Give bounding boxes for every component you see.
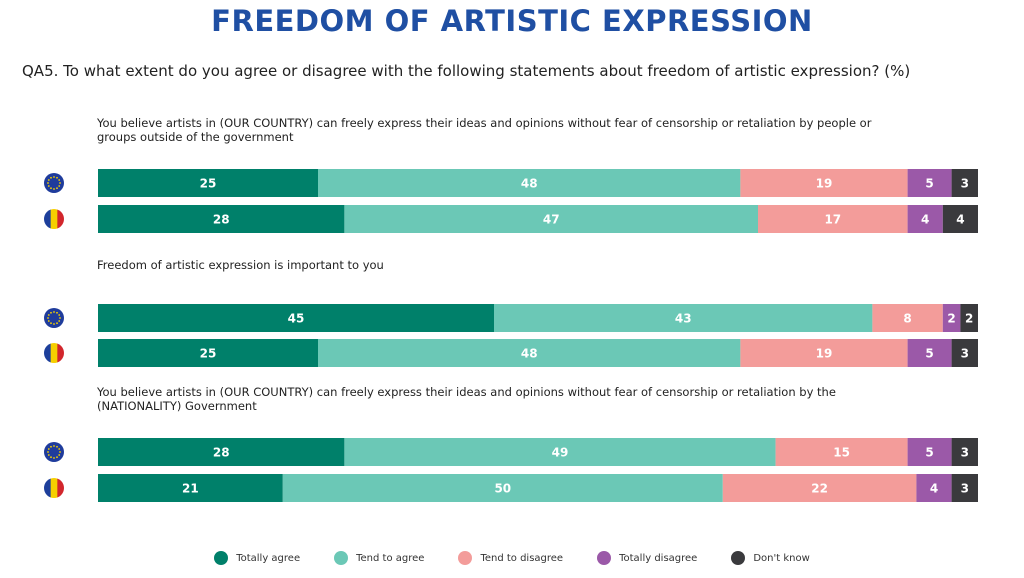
data-label: 2	[947, 312, 955, 326]
data-label: 45	[288, 312, 305, 326]
bar-segment-dont-know	[960, 304, 978, 332]
bar-segment-tend-to-disagree	[740, 169, 908, 197]
legend-swatch-tend-to-disagree	[458, 551, 473, 565]
bar-segment-dont-know	[951, 438, 978, 466]
romania-flag-icon	[44, 478, 64, 498]
data-label: 25	[200, 177, 217, 191]
bar-segment-tend-to-disagree	[740, 339, 908, 367]
bar-segment-dont-know	[942, 205, 978, 233]
data-label: 5	[925, 446, 933, 460]
legend-item-tend-to-agree: Tend to agree	[334, 551, 424, 565]
bar-segment-totally-disagree	[907, 339, 952, 367]
legend: Totally agree Tend to agree Tend to disa…	[0, 548, 1024, 568]
legend-swatch-tend-to-agree	[334, 551, 349, 565]
legend-label: Totally disagree	[619, 552, 698, 564]
data-label: 47	[543, 213, 560, 227]
bar-segment-totally-disagree	[907, 205, 943, 233]
romania-flag-icon	[44, 343, 64, 363]
bar-segment-dont-know	[951, 474, 978, 502]
data-label: 43	[675, 312, 692, 326]
data-label: 5	[925, 347, 933, 361]
legend-item-dont-know: Don't know	[731, 551, 810, 565]
bar-segment-tend-to-agree	[344, 205, 758, 233]
data-label: 19	[816, 177, 833, 191]
data-label: 25	[200, 347, 217, 361]
bar-segment-tend-to-agree	[344, 438, 776, 466]
statement-1: You believe artists in (OUR COUNTRY) can…	[97, 116, 872, 144]
legend-swatch-totally-agree	[214, 551, 229, 565]
eu-flag-icon	[44, 173, 64, 193]
data-label: 19	[816, 347, 833, 361]
statement-2: Freedom of artistic expression is import…	[97, 258, 384, 272]
eu-flag-icon	[44, 308, 64, 328]
data-label: 4	[956, 213, 964, 227]
bar-segment-dont-know	[951, 339, 978, 367]
data-label: 3	[961, 347, 969, 361]
legend-item-tend-to-disagree: Tend to disagree	[458, 551, 563, 565]
data-label: 48	[521, 177, 538, 191]
bar-segment-totally-agree	[98, 304, 494, 332]
legend-label: Don't know	[753, 552, 810, 564]
legend-label: Totally agree	[236, 552, 301, 564]
bar-segment-totally-disagree	[907, 169, 952, 197]
bar-segment-tend-to-agree	[318, 339, 741, 367]
legend-label: Tend to agree	[356, 552, 425, 564]
legend-item-totally-agree: Totally agree	[214, 551, 300, 565]
data-label: 2	[965, 312, 973, 326]
page-title: FREEDOM OF ARTISTIC EXPRESSION	[211, 4, 813, 38]
data-label: 3	[961, 177, 969, 191]
bar-segment-totally-agree	[98, 205, 345, 233]
legend-swatch-totally-disagree	[597, 551, 612, 565]
data-label: 4	[930, 482, 938, 496]
bar-segment-totally-agree	[98, 474, 283, 502]
bar-segment-totally-disagree	[916, 474, 952, 502]
bar-segment-totally-agree	[98, 169, 318, 197]
legend-label: Tend to disagree	[480, 552, 564, 564]
question-text: QA5. To what extent do you agree or disa…	[22, 62, 911, 80]
eu-flag-icon	[44, 442, 64, 462]
data-label: 3	[961, 446, 969, 460]
data-label: 50	[494, 482, 511, 496]
bar-segment-dont-know	[951, 169, 978, 197]
statement-3: You believe artists in (OUR COUNTRY) can…	[97, 385, 836, 413]
bar-segment-totally-agree	[98, 438, 345, 466]
data-label: 49	[552, 446, 569, 460]
legend-swatch-dont-know	[731, 551, 746, 565]
data-label: 8	[903, 312, 911, 326]
bar-segment-tend-to-disagree	[775, 438, 908, 466]
bar-segment-totally-disagree	[942, 304, 961, 332]
bar-segment-tend-to-agree	[494, 304, 873, 332]
data-label: 48	[521, 347, 538, 361]
data-label: 4	[921, 213, 929, 227]
data-label: 5	[925, 177, 933, 191]
data-label: 21	[182, 482, 199, 496]
data-label: 22	[811, 482, 828, 496]
legend-item-totally-disagree: Totally disagree	[597, 551, 697, 565]
data-label: 3	[961, 482, 969, 496]
data-label: 28	[213, 213, 230, 227]
bar-segment-tend-to-agree	[318, 169, 741, 197]
bar-segment-totally-disagree	[907, 438, 952, 466]
stacked-bar-chart: 25 48 19 5 328 47 17 4 445 43 8 2 225 48 19 5 328 49 15 5 32…	[44, 169, 978, 502]
bar-segment-tend-to-disagree	[722, 474, 917, 502]
bar-segment-tend-to-agree	[282, 474, 723, 502]
bar-segment-tend-to-disagree	[872, 304, 943, 332]
romania-flag-icon	[44, 209, 64, 229]
data-label: 28	[213, 446, 230, 460]
bar-segment-tend-to-disagree	[758, 205, 908, 233]
data-label: 17	[824, 213, 841, 227]
bar-segment-totally-agree	[98, 339, 318, 367]
data-label: 15	[833, 446, 850, 460]
